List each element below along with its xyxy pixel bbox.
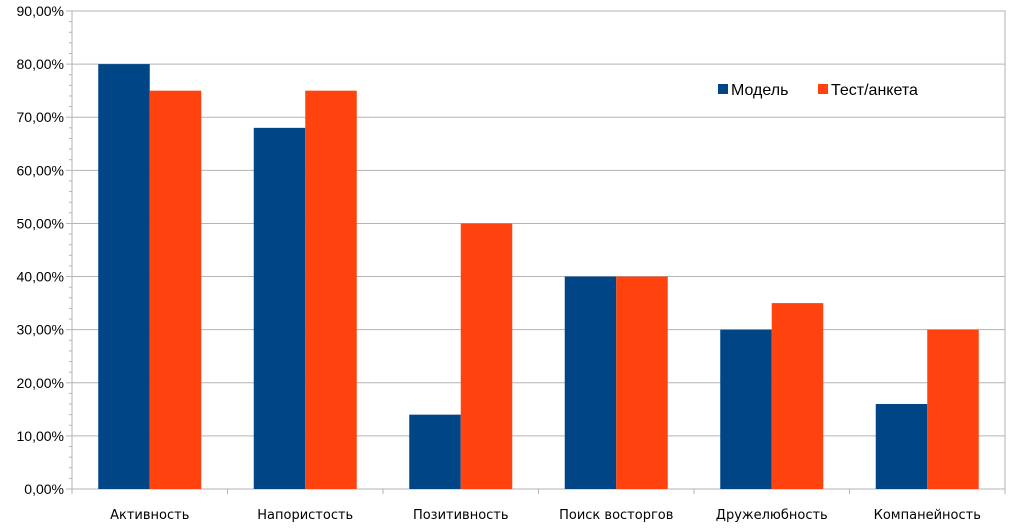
- bar-model-1: [253, 127, 306, 489]
- y-tick-label: 40,00%: [17, 269, 64, 285]
- x-axis-ticks: Активность Напористость Позитивность Поиск …: [71, 489, 1006, 523]
- bar-model-3: [564, 276, 617, 489]
- x-tick-label: Активность: [110, 508, 189, 523]
- y-axis-ticks: 0,00% 10,00% 20,00% 30,00% 40,00% 50,00% 60,00…: [17, 3, 72, 497]
- legend-label-1: Тест/анкета: [831, 82, 918, 99]
- bar-model-5: [875, 404, 928, 489]
- y-tick-label: 10,00%: [17, 428, 64, 444]
- y-tick-label: 50,00%: [17, 215, 64, 231]
- x-tick-label: Напористость: [257, 508, 353, 523]
- bar-model-0: [98, 64, 150, 489]
- bar-model-4: [720, 329, 772, 489]
- legend-swatch-1: [818, 84, 828, 94]
- plot-area: [71, 10, 1006, 490]
- y-tick-label: 30,00%: [17, 322, 64, 338]
- legend-label-0: Модель: [731, 82, 788, 99]
- x-tick-label: Компанейность: [874, 508, 981, 523]
- y-tick-label: 80,00%: [17, 56, 64, 72]
- legend-swatch-0: [718, 84, 728, 94]
- bar-test-0: [149, 90, 202, 490]
- bar-test-1: [305, 90, 357, 490]
- bars: [98, 64, 979, 490]
- x-tick-label: Дружелюбность: [716, 508, 828, 523]
- y-tick-label: 0,00%: [24, 481, 64, 497]
- bar-test-2: [460, 223, 513, 489]
- bar-test-3: [616, 276, 668, 489]
- bar-test-5: [927, 329, 979, 489]
- y-tick-label: 90,00%: [17, 3, 64, 19]
- y-tick-label: 70,00%: [17, 109, 64, 125]
- y-tick-label: 20,00%: [17, 375, 64, 391]
- y-tick-label: 60,00%: [17, 162, 64, 178]
- bar-model-2: [409, 414, 461, 489]
- x-tick-label: Поиск восторгов: [559, 508, 673, 523]
- legend: Модель Тест/анкета: [718, 82, 918, 99]
- bar-test-4: [771, 303, 824, 489]
- x-tick-label: Позитивность: [413, 508, 509, 523]
